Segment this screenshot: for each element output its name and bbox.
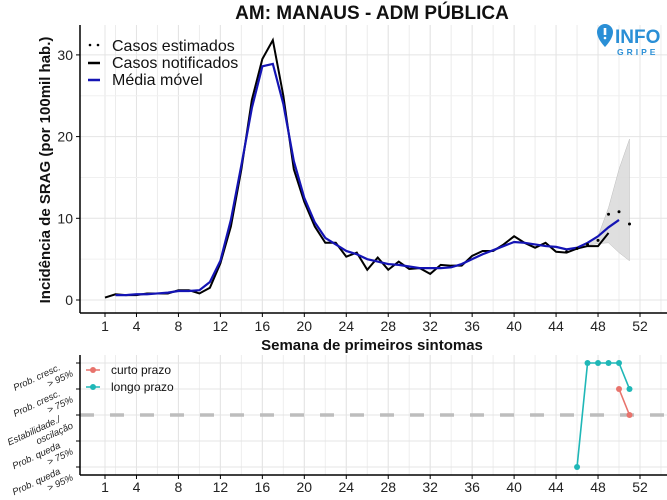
- x-tick-label: 48: [590, 318, 606, 334]
- x-tick-label: 20: [297, 318, 313, 334]
- data-point-casos-estimados: [607, 212, 611, 216]
- x-tick-label: 40: [506, 479, 522, 495]
- series-longo-prazo: [576, 362, 631, 468]
- legend-top: Casos estimados Casos notificados Média …: [88, 38, 238, 89]
- x-tick-label: 12: [213, 318, 229, 334]
- series-curto-prazo: [618, 388, 631, 416]
- data-point-curto-prazo: [626, 412, 633, 418]
- x-tick-label: 16: [255, 479, 271, 495]
- legend-label: Casos notificados: [112, 55, 238, 72]
- x-tick-label: 28: [380, 479, 396, 495]
- data-point-longo-prazo: [626, 386, 633, 392]
- data-point-casos-estimados: [575, 247, 579, 251]
- x-tick-label: 52: [632, 479, 648, 495]
- x-tick-label: 48: [590, 479, 606, 495]
- logo-subtext: GRIPE: [617, 47, 658, 57]
- legend-dot-icon: [96, 43, 100, 47]
- x-tick-label: 16: [255, 318, 271, 334]
- data-point-longo-prazo: [605, 360, 612, 366]
- x-tick-label: 8: [175, 318, 183, 334]
- data-point-casos-estimados: [586, 242, 590, 246]
- x-tick-label: 40: [506, 318, 522, 334]
- data-point-casos-estimados: [617, 210, 621, 214]
- chart-title: AM: MANAUS - ADM PÚBLICA: [235, 2, 509, 24]
- legend-label: curto prazo: [111, 363, 171, 377]
- x-tick-label: 24: [338, 318, 354, 334]
- y-tick-label: 0: [65, 292, 73, 308]
- x-tick-label: 32: [422, 479, 438, 495]
- x-tick-label: 24: [338, 479, 354, 495]
- map-pin-icon: [597, 24, 613, 47]
- x-tick-label: 4: [133, 479, 141, 495]
- x-tick-label: 52: [632, 318, 648, 334]
- x-tick-label: 44: [548, 318, 564, 334]
- x-tick-label: 28: [380, 318, 396, 334]
- data-point-curto-prazo: [616, 386, 623, 392]
- x-tick-label: 20: [297, 479, 313, 495]
- legend-dot-icon: [90, 367, 96, 373]
- x-tick-label: 8: [175, 479, 183, 495]
- x-tick-label: 4: [133, 318, 141, 334]
- legend-dot-icon: [88, 43, 92, 47]
- logo-text: INFO: [615, 27, 660, 48]
- legend-dot-icon: [90, 384, 96, 390]
- x-axis-label: Semana de primeiros sintomas: [261, 337, 483, 354]
- legend-label: longo prazo: [111, 380, 174, 394]
- x-tick-label: 12: [213, 479, 229, 495]
- x-tick-label: 1: [101, 479, 109, 495]
- x-tick-label: 36: [464, 479, 480, 495]
- legend-label: Média móvel: [112, 72, 203, 89]
- data-point-casos-estimados: [628, 222, 631, 226]
- x-tick-label: 32: [422, 318, 438, 334]
- data-point-longo-prazo: [616, 360, 623, 366]
- data-point-longo-prazo: [595, 360, 602, 366]
- infogripe-logo: INFO GRIPE: [597, 24, 660, 57]
- y-tick-label: 30: [57, 47, 73, 63]
- data-point-longo-prazo: [574, 464, 581, 470]
- legend-label: Casos estimados: [112, 38, 235, 55]
- data-point-casos-estimados: [596, 238, 600, 242]
- data-point-longo-prazo: [584, 360, 591, 366]
- x-tick-label: 44: [548, 479, 564, 495]
- legend-bottom: curto prazo longo prazo: [86, 363, 174, 394]
- y-tick-label: 20: [57, 129, 73, 145]
- y-axis-label: Incidência de SRAG (por 100mil hab.): [37, 37, 54, 304]
- y-tick-label: 10: [57, 210, 73, 226]
- x-tick-label: 1: [101, 318, 109, 334]
- data-point-casos-estimados: [565, 250, 569, 254]
- x-tick-label: 36: [464, 318, 480, 334]
- confidence-band: [576, 138, 630, 262]
